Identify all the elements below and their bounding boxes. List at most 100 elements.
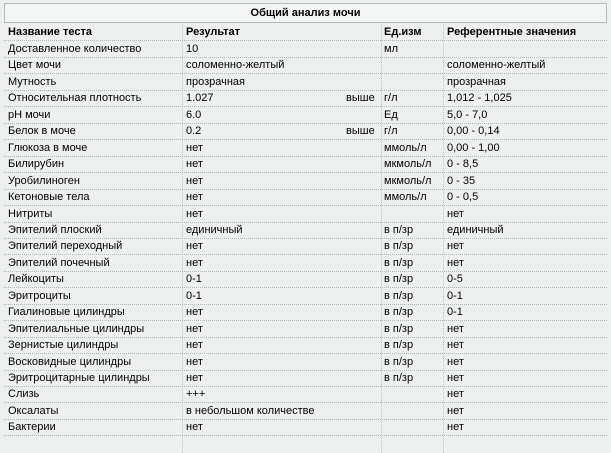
- cell-ref: 0 - 0,5: [447, 191, 479, 204]
- cell-ref: нет: [447, 388, 464, 401]
- table-row: Глюкоза в моче нет ммоль/л 0,00 - 1,00: [4, 140, 607, 157]
- cell-result: нет: [186, 306, 203, 319]
- table-row: pH мочи 6.0 Ед 5,0 - 7,0: [4, 107, 607, 124]
- cell-result: прозрачная: [186, 75, 245, 88]
- cell-name: Глюкоза в моче: [8, 141, 88, 154]
- cell-unit: в п/зр: [384, 223, 414, 236]
- cell-flag: выше: [346, 92, 375, 105]
- cell-result: нет: [186, 421, 203, 434]
- cell-name: Зернистые цилиндры: [8, 339, 119, 352]
- cell-ref: 0-1: [447, 289, 463, 302]
- cell-name: Оксалаты: [8, 404, 59, 417]
- cell-name: Эпителий плоский: [8, 223, 102, 236]
- cell-result: нет: [186, 207, 203, 220]
- cell-result: нет: [186, 256, 203, 269]
- table-row: Оксалаты в небольшом количестве нет: [4, 403, 607, 420]
- cell-ref: нет: [447, 322, 464, 335]
- table-row: Гиалиновые цилиндры нет в п/зр 0-1: [4, 304, 607, 322]
- table-row: Цвет мочи соломенно-желтый соломенно-желты…: [4, 57, 607, 75]
- cell-unit: мл: [384, 43, 398, 55]
- cell-ref: нет: [447, 355, 464, 368]
- table-row: Эпителий плоский единичный в п/зр единичный: [4, 222, 607, 239]
- cell-name: Эритроцитарные цилиндры: [8, 372, 150, 384]
- cell-name: Доставленное количество: [8, 43, 142, 55]
- cell-result: нет: [186, 141, 203, 154]
- cell-ref: 0,00 - 0,14: [447, 125, 500, 138]
- cell-result: единичный: [186, 223, 243, 236]
- cell-result: нет: [186, 372, 203, 384]
- table-row: Кетоновые тела нет ммоль/л 0 - 0,5: [4, 189, 607, 207]
- cell-ref: 5,0 - 7,0: [447, 108, 488, 121]
- cell-flag: выше: [346, 125, 375, 138]
- cell-result: 1.027: [186, 92, 214, 105]
- table-title: Общий анализ мочи: [4, 3, 607, 23]
- cell-result: в небольшом количестве: [186, 404, 315, 417]
- cell-name: Эпителий почечный: [8, 256, 110, 269]
- cell-name: Эпителий переходный: [8, 240, 123, 253]
- cell-name: Эритроциты: [8, 289, 71, 302]
- cell-result: 0.2: [186, 125, 202, 138]
- cell-ref: нет: [447, 404, 464, 417]
- cell-ref: нет: [447, 207, 464, 220]
- cell-unit: в п/зр: [384, 256, 414, 269]
- table-row: Лейкоциты 0-1 в п/зр 0-5: [4, 271, 607, 289]
- cell-ref: 0-1: [447, 306, 463, 319]
- table-row: Эпителий почечный нет в п/зр нет: [4, 255, 607, 272]
- cell-unit: г/л: [384, 92, 398, 105]
- cell-unit: в п/зр: [384, 240, 414, 253]
- cell-result: 0-1: [186, 273, 202, 286]
- table-row: Слизь +++ нет: [4, 386, 607, 404]
- cell-name: Уробилиноген: [8, 174, 80, 187]
- cell-name: Название теста: [8, 26, 92, 38]
- table-row: Относительная плотность 1.027 выше г/л 1,012…: [4, 90, 607, 108]
- cell-name: Относительная плотность: [8, 92, 142, 105]
- cell-ref: нет: [447, 256, 464, 269]
- cell-unit: в п/зр: [384, 273, 414, 286]
- cell-ref: нет: [447, 240, 464, 253]
- table-row: Эпителий переходный нет в п/зр нет: [4, 238, 607, 256]
- cell-result: 6.0: [186, 108, 202, 121]
- cell-result: нет: [186, 355, 203, 368]
- cell-name: Слизь: [8, 388, 40, 401]
- table-row: Билирубин нет мкмоль/л 0 - 8,5: [4, 156, 607, 174]
- cell-unit: в п/зр: [384, 372, 414, 384]
- cell-unit: в п/зр: [384, 306, 414, 319]
- cell-ref: 0 - 8,5: [447, 158, 479, 171]
- cell-name: Эпителиальные цилиндры: [8, 322, 145, 335]
- cell-result: 10: [186, 43, 199, 55]
- table-row: Белок в моче 0.2 выше г/л 0,00 - 0,14: [4, 123, 607, 141]
- cell-ref: нет: [447, 372, 464, 384]
- cell-name: Билирубин: [8, 158, 65, 171]
- cell-unit: Ед.изм: [384, 26, 422, 38]
- cell-unit: г/л: [384, 125, 398, 138]
- cell-result: нет: [186, 174, 203, 187]
- table-row: Эритроцитарные цилиндры нет в п/зр нет: [4, 370, 607, 387]
- cell-unit: в п/зр: [384, 322, 414, 335]
- table-row: Эритроциты 0-1 в п/зр 0-1: [4, 288, 607, 305]
- cell-ref: 0-5: [447, 273, 463, 286]
- cell-ref: нет: [447, 421, 464, 434]
- cell-name: Лейкоциты: [8, 273, 64, 286]
- cell-ref: Референтные значения: [447, 26, 577, 38]
- table-row: Мутность прозрачная прозрачная: [4, 74, 607, 91]
- cell-name: Гиалиновые цилиндры: [8, 306, 125, 319]
- cell-result: нет: [186, 322, 203, 335]
- cell-ref: нет: [447, 339, 464, 352]
- cell-unit: Ед: [384, 108, 398, 121]
- cell-result: Результат: [186, 26, 241, 38]
- cell-result: соломенно-желтый: [186, 59, 285, 72]
- cell-ref: единичный: [447, 223, 504, 236]
- cell-unit: в п/зр: [384, 289, 414, 302]
- cell-name: Восковидные цилиндры: [8, 355, 132, 368]
- cell-unit: мкмоль/л: [384, 174, 432, 187]
- cell-result: +++: [186, 388, 206, 401]
- cell-ref: 0 - 35: [447, 174, 476, 187]
- cell-name: Белок в моче: [8, 125, 76, 138]
- cell-unit: ммоль/л: [384, 191, 427, 204]
- cell-unit: в п/зр: [384, 355, 414, 368]
- cell-ref: 1,012 - 1,025: [447, 92, 512, 105]
- header-row: Название теста Результат Ед.изм Референтные…: [4, 24, 607, 41]
- cell-name: Нитриты: [8, 207, 53, 220]
- cell-ref: прозрачная: [447, 75, 506, 88]
